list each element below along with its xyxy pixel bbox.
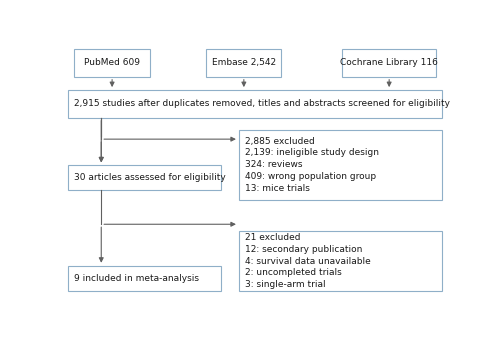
Text: Cochrane Library 116: Cochrane Library 116: [340, 58, 438, 68]
Text: Embase 2,542: Embase 2,542: [212, 58, 276, 68]
Text: 9 included in meta-analysis: 9 included in meta-analysis: [74, 274, 199, 283]
FancyBboxPatch shape: [206, 49, 282, 77]
Text: PubMed 609: PubMed 609: [84, 58, 140, 68]
FancyBboxPatch shape: [239, 231, 442, 291]
Text: 2,915 studies after duplicates removed, titles and abstracts screened for eligib: 2,915 studies after duplicates removed, …: [74, 99, 450, 108]
Text: 30 articles assessed for eligibility: 30 articles assessed for eligibility: [74, 173, 226, 182]
FancyBboxPatch shape: [68, 265, 222, 291]
Text: 21 excluded
12: secondary publication
4: survival data unavailable
2: uncomplete: 21 excluded 12: secondary publication 4:…: [244, 233, 370, 289]
Text: 2,885 excluded
2,139: ineligible study design
324: reviews
409: wrong population: 2,885 excluded 2,139: ineligible study d…: [244, 137, 378, 193]
FancyBboxPatch shape: [342, 49, 436, 77]
FancyBboxPatch shape: [74, 49, 150, 77]
FancyBboxPatch shape: [68, 165, 222, 190]
FancyBboxPatch shape: [68, 90, 442, 118]
FancyBboxPatch shape: [239, 130, 442, 200]
